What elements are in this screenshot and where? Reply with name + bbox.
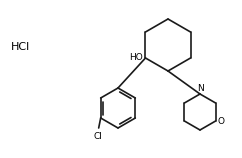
Text: Cl: Cl	[93, 132, 102, 141]
Text: HO: HO	[129, 54, 143, 63]
Text: N: N	[197, 84, 203, 93]
Text: O: O	[218, 116, 225, 125]
Text: HCl: HCl	[10, 42, 30, 52]
